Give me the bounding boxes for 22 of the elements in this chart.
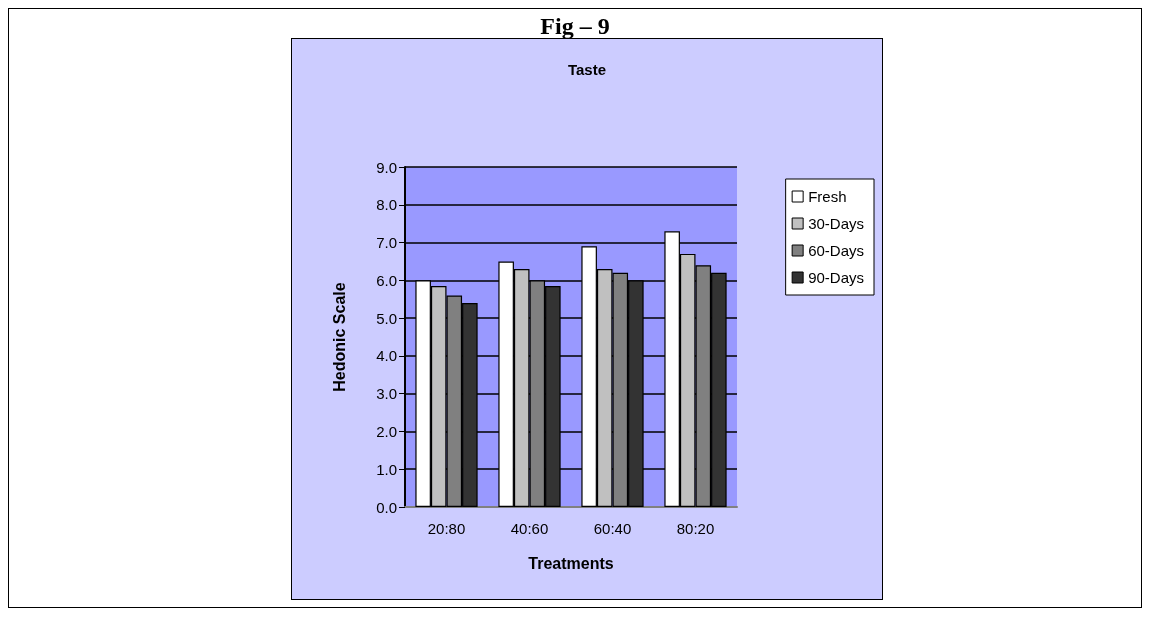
x-axis-title: Treatments [528,554,614,572]
y-tick-label: 7.0 [376,234,397,252]
y-tick-label: 6.0 [376,271,397,289]
y-tick-label: 1.0 [376,460,397,478]
legend-label: 30-Days [808,215,864,232]
x-tick-label: 60:40 [593,520,632,537]
chart-subtitle: Taste [567,61,607,78]
y-tick-label: 0.0 [376,498,397,516]
x-tick-label: 40:60 [510,520,549,537]
y-axis-title: Hedonic Scale [330,282,348,392]
legend-label: Fresh [808,188,847,205]
chart-title: Fig – 9 [539,13,611,40]
x-tick-label: 80:20 [676,520,715,537]
y-tick-label: 4.0 [376,347,397,365]
y-tick-label: 2.0 [376,422,397,440]
y-tick-label: 9.0 [376,158,397,176]
y-tick-label: 3.0 [376,385,397,403]
y-tick-label: 5.0 [376,309,397,327]
y-tick-label: 8.0 [376,196,397,214]
legend-label: 60-Days [808,242,864,259]
x-tick-label: 20:80 [427,520,466,537]
legend-label: 90-Days [808,269,864,286]
